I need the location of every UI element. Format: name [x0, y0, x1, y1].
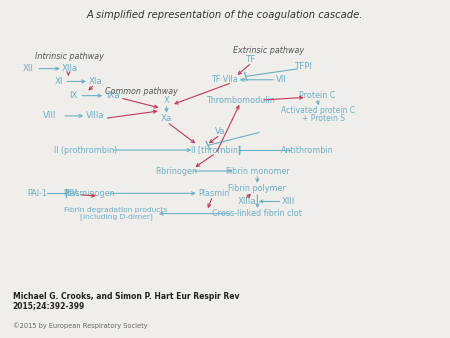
Text: Cross-linked fibrin clot: Cross-linked fibrin clot — [212, 209, 302, 218]
Text: Protein C: Protein C — [299, 91, 335, 100]
Text: TFPI: TFPI — [295, 63, 313, 71]
Text: A simplified representation of the coagulation cascade.: A simplified representation of the coagu… — [87, 10, 363, 20]
Text: XI: XI — [54, 77, 63, 86]
Text: Activated protein C: Activated protein C — [281, 106, 355, 115]
Text: Plasmin: Plasmin — [198, 189, 230, 198]
Text: Plasminogen: Plasminogen — [63, 189, 115, 198]
Text: Fibrinogen: Fibrinogen — [155, 167, 198, 175]
Text: Fibrin polymer: Fibrin polymer — [229, 184, 286, 193]
Text: ©2015 by European Respiratory Society: ©2015 by European Respiratory Society — [13, 322, 147, 329]
Text: XIII: XIII — [282, 197, 296, 206]
Text: Antithrombin: Antithrombin — [281, 146, 333, 154]
Text: XII: XII — [22, 64, 33, 73]
Text: IXa: IXa — [107, 91, 120, 100]
Text: Xa: Xa — [161, 114, 172, 123]
Text: Michael G. Crooks, and Simon P. Hart Eur Respir Rev: Michael G. Crooks, and Simon P. Hart Eur… — [13, 292, 239, 301]
Text: IX: IX — [69, 91, 77, 100]
Text: PAI-1: PAI-1 — [27, 189, 47, 198]
Text: 2015;24:392-399: 2015;24:392-399 — [13, 301, 85, 310]
Text: XIa: XIa — [89, 77, 102, 86]
Text: Fibrin monomer: Fibrin monomer — [225, 167, 289, 175]
Text: Common pathway: Common pathway — [105, 87, 178, 96]
Text: XIIIa: XIIIa — [238, 197, 257, 206]
Text: VII: VII — [276, 75, 287, 84]
Text: tPA: tPA — [67, 189, 80, 198]
Text: VIII: VIII — [43, 112, 56, 120]
Text: Fibrin degradation products
[including D-dimer]: Fibrin degradation products [including D… — [64, 207, 168, 220]
Text: II (prothrombin): II (prothrombin) — [54, 146, 117, 154]
Text: VIIIa: VIIIa — [86, 112, 105, 120]
Text: XIIa: XIIa — [62, 64, 78, 73]
Text: Intrinsic pathway: Intrinsic pathway — [35, 52, 104, 61]
Text: TF·VIIa: TF·VIIa — [211, 75, 238, 84]
Text: TF: TF — [246, 55, 256, 64]
Text: X: X — [163, 96, 170, 105]
Text: II [thrombin]: II [thrombin] — [191, 146, 241, 154]
Text: Thrombomodulin: Thrombomodulin — [206, 96, 274, 104]
Text: Extrinsic pathway: Extrinsic pathway — [233, 46, 304, 55]
Text: + Protein S: + Protein S — [302, 115, 345, 123]
Text: Va: Va — [215, 127, 226, 136]
